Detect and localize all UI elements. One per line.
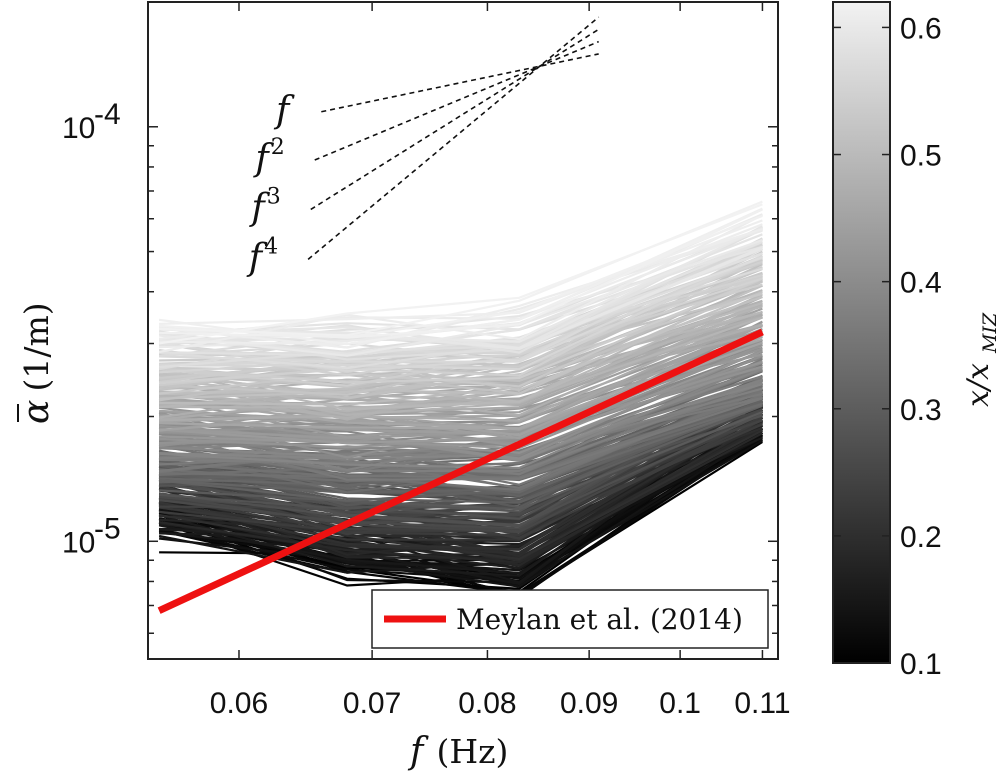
ensemble-line bbox=[158, 335, 763, 430]
x-axis-label-unit: (Hz) bbox=[426, 732, 508, 771]
x-tick-label: 0.11 bbox=[734, 687, 790, 720]
colorbar-tick-label: 0.4 bbox=[900, 267, 942, 300]
y-tick-label-base: 10 bbox=[62, 526, 95, 559]
colorbar-label-base: x/x bbox=[961, 363, 996, 407]
ensemble-line bbox=[159, 214, 763, 339]
colorbar-tick-label: 0.5 bbox=[900, 140, 942, 173]
ensemble-line bbox=[159, 315, 763, 430]
ensemble-line bbox=[158, 382, 763, 472]
ensemble-line bbox=[159, 399, 763, 494]
y-axis-label: α (1/m) bbox=[16, 302, 57, 424]
ensemble-line bbox=[159, 410, 763, 511]
ensemble-line bbox=[159, 252, 763, 357]
x-tick-label: 0.09 bbox=[560, 687, 618, 720]
y-axis-label-unit: (1/m) bbox=[17, 302, 56, 402]
colorbar-ticks: 0.1 0.2 0.3 0.4 0.5 0.6 bbox=[833, 12, 942, 681]
reference-slope-exponent: 3 bbox=[267, 184, 281, 209]
ensemble-line bbox=[158, 432, 763, 564]
colorbar-gradient bbox=[832, 1, 891, 664]
x-tick-label: 0.06 bbox=[210, 687, 268, 720]
x-axis: 0.06 0.07 0.08 0.09 0.1 0.11 bbox=[210, 2, 791, 720]
plot-frame bbox=[147, 1, 779, 660]
ensemble-line bbox=[158, 310, 763, 413]
colorbar-label: x/x MIZ bbox=[961, 312, 1001, 407]
y-tick-label-exp: -5 bbox=[94, 512, 121, 545]
ensemble-line bbox=[159, 283, 763, 387]
reference-slope-line bbox=[310, 28, 600, 211]
reference-slope-exponent: 2 bbox=[271, 135, 285, 160]
y-axis-label-symbol: α bbox=[16, 400, 57, 424]
ensemble-line bbox=[158, 413, 763, 527]
x-tick-label: 0.07 bbox=[343, 687, 401, 720]
reference-slope-exponent: 4 bbox=[264, 234, 278, 259]
colorbar-tick-label: 0.3 bbox=[900, 394, 942, 427]
x-axis-label: f (Hz) bbox=[407, 731, 508, 772]
colorbar: 0.1 0.2 0.3 0.4 0.5 0.6 x/x MIZ bbox=[832, 1, 1001, 681]
x-tick-label: 0.08 bbox=[458, 687, 516, 720]
meylan-series bbox=[157, 328, 764, 614]
x-tick-label: 0.1 bbox=[659, 687, 701, 720]
ensemble-line bbox=[159, 354, 763, 455]
y-tick-label-base: 10 bbox=[62, 112, 95, 145]
series-line-meylan bbox=[157, 328, 764, 614]
ensemble-line bbox=[158, 203, 763, 345]
y-tick-label-exp: -4 bbox=[94, 98, 121, 131]
colorbar-label-sub: MIZ bbox=[979, 312, 1001, 354]
reference-slope-line bbox=[321, 53, 599, 113]
colorbar-tick-label: 0.1 bbox=[900, 648, 942, 681]
colorbar-tick-label: 0.2 bbox=[900, 521, 942, 554]
ensemble-line bbox=[159, 255, 763, 371]
reference-slope-line bbox=[307, 16, 600, 260]
legend-label-meylan: Meylan et al. (2014) bbox=[456, 603, 743, 636]
reference-slope-line bbox=[314, 40, 599, 161]
ensemble-lines bbox=[158, 200, 764, 599]
ensemble-line bbox=[158, 239, 763, 357]
legend: Meylan et al. (2014) bbox=[371, 589, 769, 649]
colorbar-tick-label: 0.6 bbox=[900, 12, 942, 45]
ensemble-line bbox=[159, 312, 763, 422]
